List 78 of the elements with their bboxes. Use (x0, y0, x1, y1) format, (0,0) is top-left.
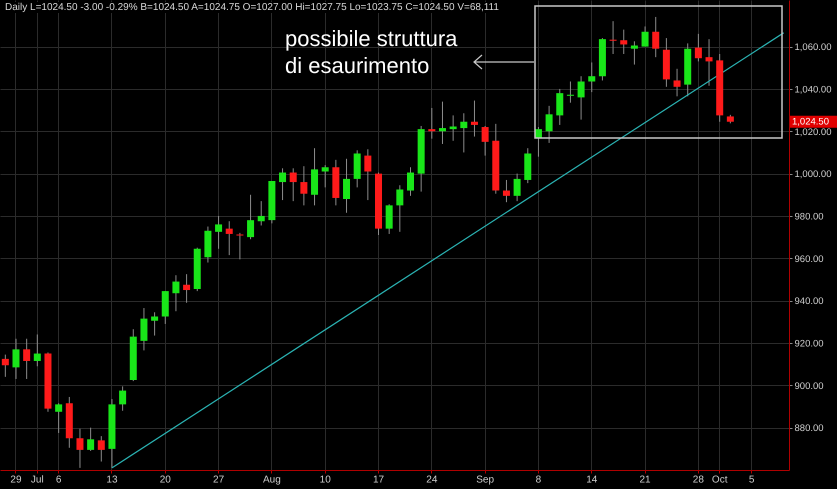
candlestick (566, 81, 574, 104)
x-tick-label: 29 (10, 474, 22, 486)
x-tick-label: 24 (426, 474, 438, 486)
candlestick (694, 33, 702, 62)
candlestick (343, 158, 350, 214)
x-tick-label: Jul (30, 474, 44, 486)
candlestick (55, 402, 62, 434)
candlestick (610, 20, 617, 54)
x-tick-label: 13 (106, 474, 118, 486)
candlestick (236, 232, 244, 260)
x-tick-label: Sep (476, 474, 494, 486)
candlestick (247, 194, 254, 240)
x-tick-label: 8 (536, 474, 542, 486)
candlestick (438, 101, 446, 144)
candlestick (546, 105, 553, 144)
candlestick (502, 179, 510, 203)
candlestick (556, 88, 564, 126)
candlestick (98, 436, 105, 462)
candlestick (76, 428, 84, 468)
candlestick (386, 204, 393, 234)
candlestick (183, 274, 190, 304)
y-tick-label: 900.00 (794, 380, 824, 392)
x-tick-label: 27 (213, 474, 225, 486)
candlestick (172, 274, 180, 312)
candlestick (258, 200, 265, 226)
candlestick (279, 168, 286, 201)
candlestick (226, 220, 233, 256)
candlestick (151, 312, 158, 336)
candlestick (290, 168, 297, 202)
annotation: possibile struttura di esaurimento (285, 26, 458, 78)
candlestick (706, 38, 713, 86)
y-tick-label: 1,020.00 (794, 126, 832, 138)
candlestick (364, 148, 372, 201)
x-tick-label: 6 (56, 474, 62, 486)
candlestick (470, 100, 478, 138)
candlestick (460, 112, 468, 153)
x-tick-label: Aug (262, 474, 281, 486)
x-tick-label: Oct (712, 474, 728, 486)
candlestick (482, 125, 489, 156)
y-tick-label: 940.00 (794, 296, 824, 308)
annotation: Daily L=1024.50 -3.00 -0.29% B=1024.50 A=1024.75 O=1027.00 Hi=1027.75 Lo=1023.75 C=1024.50 V=68,111 (3, 2, 501, 13)
candlestick (578, 76, 585, 120)
candlestick (87, 427, 94, 452)
x-tick-label: 20 (160, 474, 172, 486)
candlestick (428, 107, 436, 140)
candlestick (642, 26, 649, 48)
y-tick-label: 980.00 (794, 211, 824, 222)
candlestick (12, 338, 20, 380)
candlestick (674, 68, 681, 97)
candlestick (215, 215, 222, 250)
candlestick (406, 166, 414, 196)
candlestick (620, 29, 628, 54)
candlestick (2, 354, 9, 378)
candlestick (23, 338, 30, 380)
candlestick (119, 386, 126, 412)
x-tick-label: 17 (372, 474, 385, 486)
candlestick (588, 62, 596, 93)
y-tick-label: 960.00 (794, 254, 824, 265)
y-tick-label: 1,060.00 (794, 42, 832, 54)
candlestick (450, 114, 457, 142)
candlestick (396, 184, 404, 232)
x-tick-label: 28 (692, 474, 704, 486)
text: 1,024.50 (792, 116, 829, 128)
candlestick (630, 40, 638, 66)
x-tick-label: 10 (320, 474, 332, 486)
candlestick (322, 164, 329, 188)
x-tick-label: 21 (640, 474, 652, 486)
candlestick (300, 166, 308, 206)
y-tick-label: 1,040.00 (794, 84, 832, 96)
y-tick-label: 1,000.00 (794, 169, 832, 180)
candlestick (34, 334, 41, 367)
candlestick (140, 308, 148, 351)
x-tick-label: 14 (586, 474, 598, 486)
x-tick-label: 5 (748, 474, 755, 486)
candlestick (652, 16, 660, 58)
y-tick-label: 880.00 (794, 423, 824, 434)
y-tick-label: 920.00 (794, 338, 824, 350)
candlestick (514, 173, 521, 202)
